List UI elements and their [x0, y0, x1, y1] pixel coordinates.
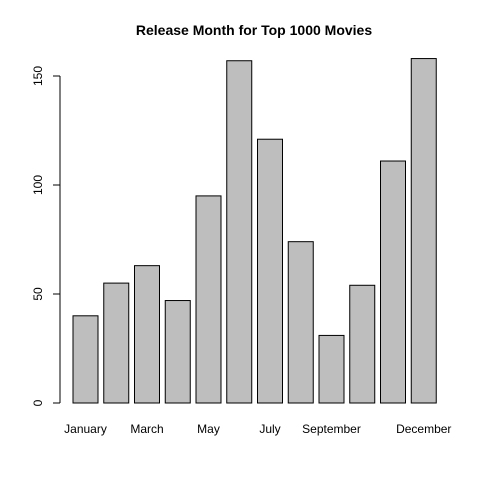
bar-january [72, 315, 99, 404]
bars [72, 58, 437, 404]
bar-july [257, 138, 283, 404]
bar-march [134, 265, 160, 404]
bar-october [349, 284, 376, 404]
bar-november [380, 160, 406, 404]
x-tick-label: March [130, 422, 163, 436]
x-tick-label: May [197, 422, 220, 436]
y-tick-label: 0 [31, 399, 45, 406]
bar-august [287, 241, 314, 404]
y-tick-label: 150 [31, 66, 45, 86]
x-axis-labels: January March May July September December [64, 422, 451, 436]
chart-title: Release Month for Top 1000 Movies [136, 22, 372, 38]
bar-december [410, 58, 437, 404]
bar-may [195, 195, 222, 404]
y-axis: 0 50 100 150 [31, 66, 61, 406]
y-tick-label: 100 [31, 175, 45, 195]
bar-june [226, 60, 253, 404]
bar-february [103, 282, 130, 404]
x-tick-label: September [302, 422, 361, 436]
x-tick-label: December [396, 422, 451, 436]
bar-april [164, 300, 191, 404]
y-tick-label: 50 [31, 287, 45, 301]
x-tick-label: July [259, 422, 280, 436]
bar-september [318, 334, 345, 404]
x-tick-label: January [64, 422, 107, 436]
